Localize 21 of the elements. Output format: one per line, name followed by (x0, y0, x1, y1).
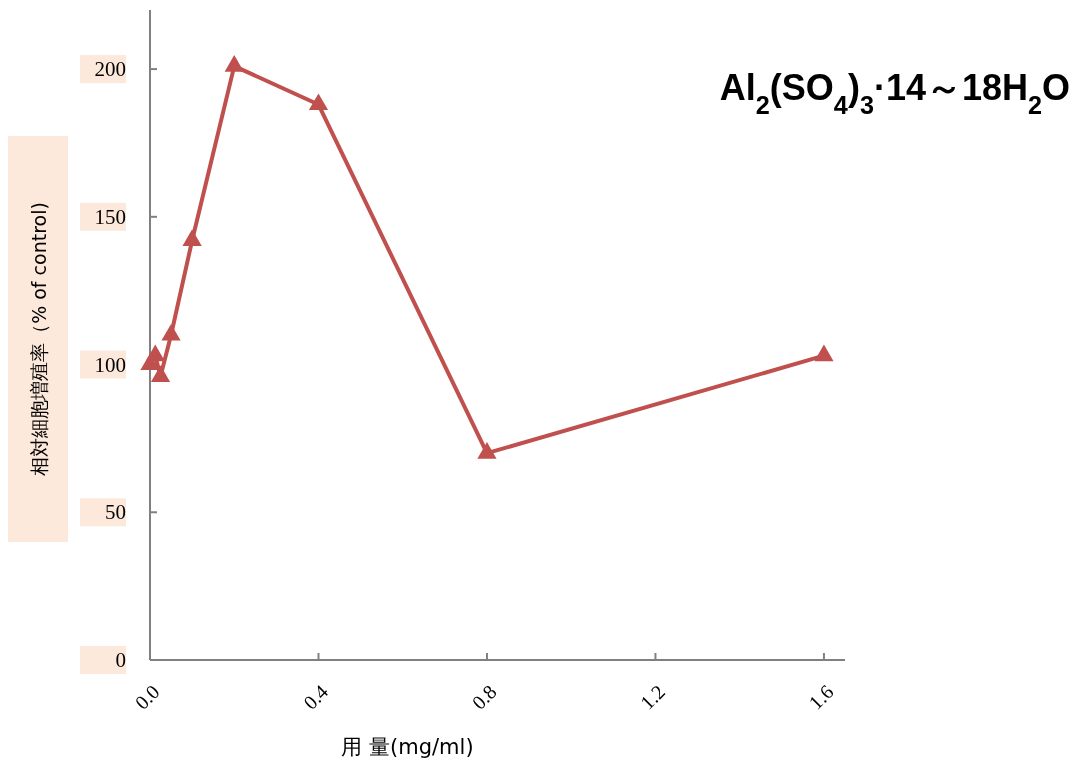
y-tick-label: 50 (105, 500, 126, 525)
chart-title: Al$_{2}$(SO$_{4}$)$_{3}$·14～18H$_{2}$O (719, 67, 1070, 119)
point (224, 55, 244, 72)
y-tick-label: 150 (94, 204, 126, 229)
x-axis-title: 用 量(mg/ml) (341, 735, 474, 759)
point (150, 365, 171, 382)
x-tick-label: 0.8 (467, 680, 501, 714)
point (145, 344, 165, 362)
point (814, 344, 834, 362)
y-axis-title: 相対細胞増殖率（% of control) (28, 202, 50, 476)
y-tick-label: 100 (94, 352, 126, 377)
x-tick-label: 1.6 (804, 680, 838, 714)
x-tick-label: 0.4 (298, 680, 333, 714)
y-tick-label: 200 (94, 57, 126, 82)
point (477, 442, 497, 459)
point (182, 229, 202, 246)
x-tick-label: 0.0 (130, 680, 164, 714)
x-tick-label: 1.2 (635, 680, 670, 714)
y-tick-label: 0 (115, 648, 126, 672)
point (308, 93, 329, 111)
point (161, 323, 181, 341)
